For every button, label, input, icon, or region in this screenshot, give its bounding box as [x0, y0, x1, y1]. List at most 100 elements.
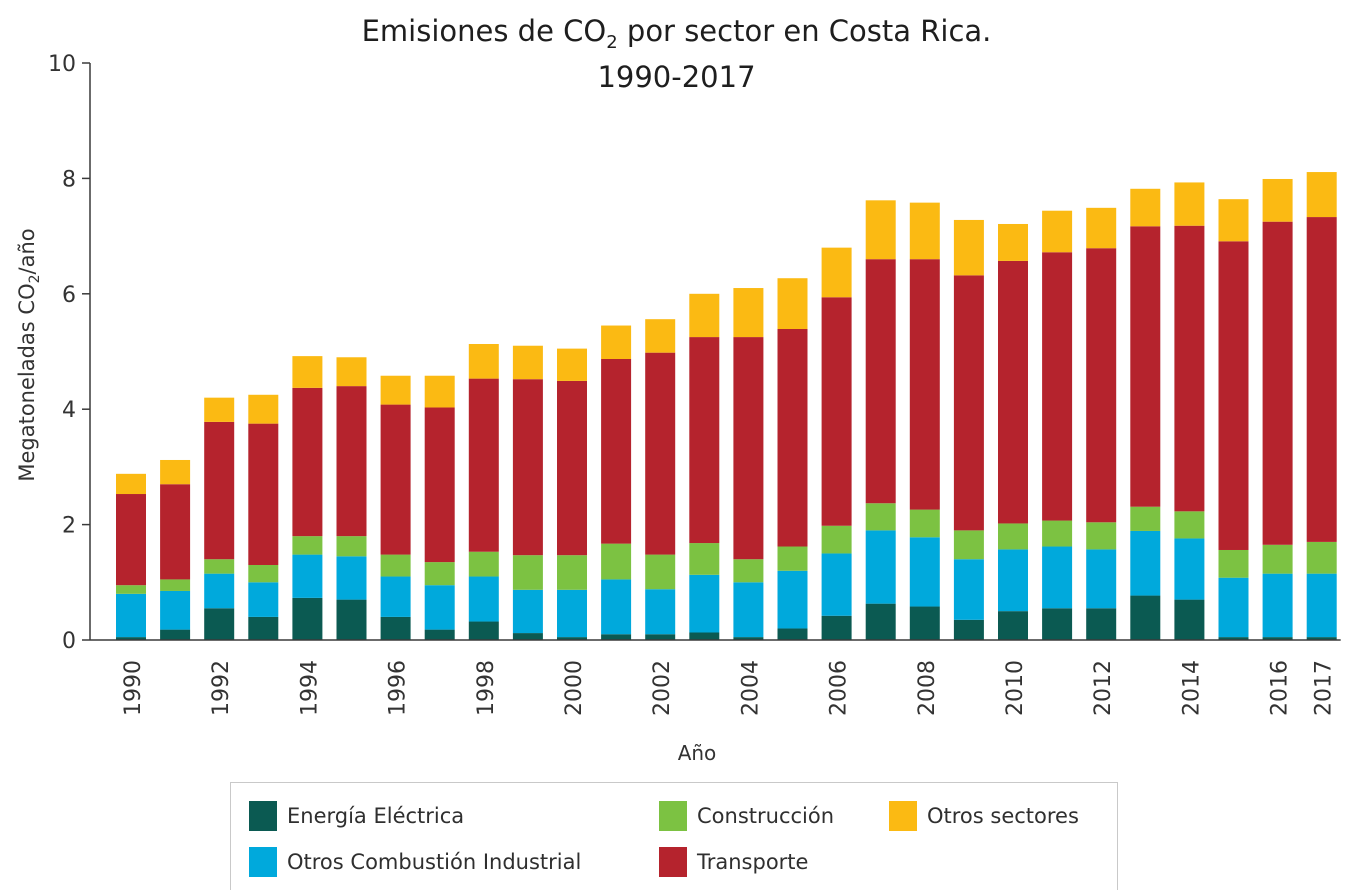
bar-2010-series-0 [998, 611, 1028, 640]
bar-1990-series-3 [116, 494, 146, 586]
bar-2005-series-0 [777, 628, 808, 640]
bar-2006-series-3 [821, 297, 852, 526]
bar-2009-series-2 [953, 530, 984, 560]
bar-2008-series-0 [909, 606, 940, 640]
chart-title: Emisiones de CO2 por sector en Costa Ric… [0, 12, 1353, 62]
bar-2013-series-2 [1130, 506, 1161, 531]
bar-2008-series-3 [909, 259, 940, 510]
bar-2014-series-2 [1174, 511, 1205, 539]
bar-2013-series-4 [1130, 188, 1161, 227]
bar-2015-series-3 [1218, 241, 1249, 550]
bar-2008-series-1 [909, 537, 940, 607]
bar-2007-series-1 [865, 530, 896, 604]
bar-1990-series-2 [116, 585, 146, 594]
bar-2006-series-0 [821, 615, 852, 640]
bar-2011-series-4 [1042, 210, 1073, 253]
bar-2012-series-1 [1086, 549, 1117, 609]
bar-1990-series-0 [116, 637, 146, 640]
bar-2017-series-1 [1306, 573, 1337, 638]
bar-1992-series-2 [204, 559, 235, 574]
legend-item-3: Transporte [659, 847, 808, 877]
bar-1991-series-3 [160, 484, 191, 580]
x-tick-label-2000: 2000 [562, 660, 587, 716]
chart-subtitle: 1990-2017 [597, 60, 756, 94]
bar-2003-series-0 [689, 632, 720, 640]
bar-2015-series-4 [1218, 199, 1249, 242]
bar-2009-series-3 [953, 275, 984, 531]
y-tick-label-0: 0 [62, 629, 76, 654]
bar-2004-series-1 [733, 582, 764, 638]
bar-2000-series-3 [557, 380, 587, 556]
bar-1997-series-4 [424, 375, 455, 408]
bar-2014-series-1 [1174, 538, 1205, 600]
y-tick-label-4: 4 [62, 398, 76, 423]
bar-1998-series-1 [468, 576, 499, 622]
bar-2005-series-3 [777, 328, 808, 547]
bar-2006-series-1 [821, 553, 852, 616]
bar-1996-series-3 [380, 404, 411, 555]
x-tick-label-2017: 2017 [1312, 660, 1337, 716]
x-tick-label-2006: 2006 [827, 660, 852, 716]
bar-2011-series-3 [1042, 252, 1073, 521]
bar-2012-series-0 [1086, 608, 1117, 640]
bar-2009-series-4 [953, 219, 984, 276]
bar-2010-series-1 [998, 549, 1028, 612]
x-tick-label-2008: 2008 [915, 660, 940, 716]
bar-2000-series-0 [557, 637, 587, 640]
bar-1995-series-3 [336, 386, 367, 537]
x-tick-label-2014: 2014 [1179, 660, 1204, 716]
bar-2014-series-4 [1174, 182, 1205, 226]
bar-2000-series-4 [557, 348, 587, 381]
bar-1992-series-3 [204, 421, 235, 560]
bar-1998-series-4 [468, 343, 499, 379]
legend-label-0: Energía Eléctrica [287, 804, 465, 828]
legend-swatch-1 [249, 847, 277, 877]
bar-2010-series-2 [998, 523, 1028, 550]
bar-1996-series-4 [380, 375, 411, 405]
bar-1998-series-2 [468, 551, 499, 577]
bar-1999-series-2 [512, 555, 543, 590]
bar-2002-series-2 [645, 554, 676, 590]
bar-2001-series-4 [601, 325, 632, 360]
bar-2012-series-4 [1086, 207, 1117, 249]
bar-1995-series-2 [336, 536, 367, 557]
bar-1990-series-1 [116, 593, 146, 638]
bar-1992-series-1 [204, 573, 235, 609]
bar-2013-series-0 [1130, 595, 1161, 640]
bar-1998-series-0 [468, 621, 499, 640]
x-tick-label-1994: 1994 [297, 660, 322, 716]
bar-2002-series-1 [645, 589, 676, 635]
bar-2004-series-3 [733, 337, 764, 560]
x-tick-label-1992: 1992 [209, 660, 234, 716]
bar-2014-series-0 [1174, 599, 1205, 640]
bar-2004-series-2 [733, 559, 764, 583]
bar-1999-series-1 [512, 589, 543, 634]
legend-swatch-2 [659, 801, 687, 831]
legend-item-1: Otros Combustión Industrial [249, 847, 581, 877]
bar-2015-series-2 [1218, 549, 1249, 578]
bar-1993-series-1 [248, 582, 279, 617]
chart-title-prefix: Emisiones de CO [361, 14, 607, 48]
legend-label-1: Otros Combustión Industrial [287, 850, 582, 874]
bar-2001-series-3 [601, 359, 632, 544]
bar-1991-series-4 [160, 459, 191, 485]
bar-2016-series-2 [1262, 544, 1293, 574]
bar-1994-series-3 [292, 387, 323, 537]
x-tick-label-2016: 2016 [1268, 660, 1293, 716]
bar-2006-series-4 [821, 247, 852, 298]
bar-2016-series-1 [1262, 573, 1293, 638]
bar-1990-series-4 [116, 473, 146, 495]
bar-2013-series-1 [1130, 530, 1161, 596]
y-tick-label-8: 8 [62, 167, 76, 192]
bar-1997-series-2 [424, 562, 455, 586]
bar-2010-series-3 [998, 260, 1028, 524]
legend-item-4: Otros sectores [889, 801, 1079, 831]
bar-2001-series-0 [601, 634, 632, 640]
y-tick-label-2: 2 [62, 514, 76, 539]
legend-item-2: Construcción [659, 801, 834, 831]
bar-1993-series-4 [248, 394, 279, 424]
bar-2009-series-0 [953, 619, 984, 640]
bar-2007-series-4 [865, 200, 896, 260]
bar-2000-series-1 [557, 589, 587, 638]
